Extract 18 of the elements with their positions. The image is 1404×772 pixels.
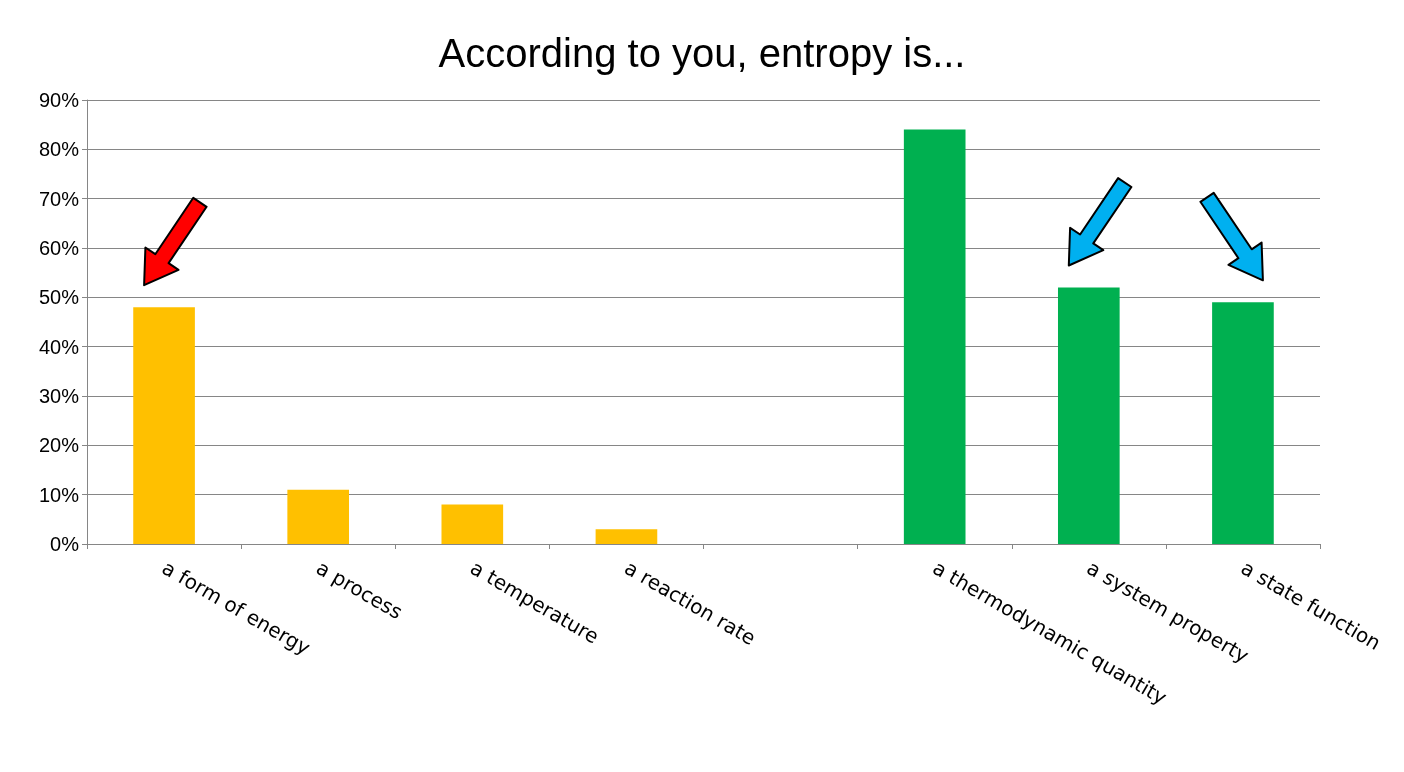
y-tick-label: 80% [38, 138, 80, 161]
y-tick-label: 20% [38, 434, 80, 457]
bar [1212, 302, 1274, 544]
bar [133, 307, 195, 544]
bar [1057, 287, 1120, 544]
y-tick-label: 70% [38, 187, 80, 210]
chart-title: According to you, entropy is... [438, 31, 966, 75]
y-tick-label: 40% [38, 335, 80, 358]
y-tick-label: 90% [38, 89, 80, 111]
bar [441, 504, 504, 544]
y-tick-label: 50% [38, 286, 80, 309]
y-tick-label: 30% [38, 385, 80, 407]
bar [595, 529, 658, 544]
y-tick-label: 10% [38, 483, 80, 506]
y-tick-label: 60% [38, 237, 80, 259]
bar [903, 129, 966, 544]
y-tick-label: 0% [50, 533, 80, 555]
bar [287, 489, 350, 544]
